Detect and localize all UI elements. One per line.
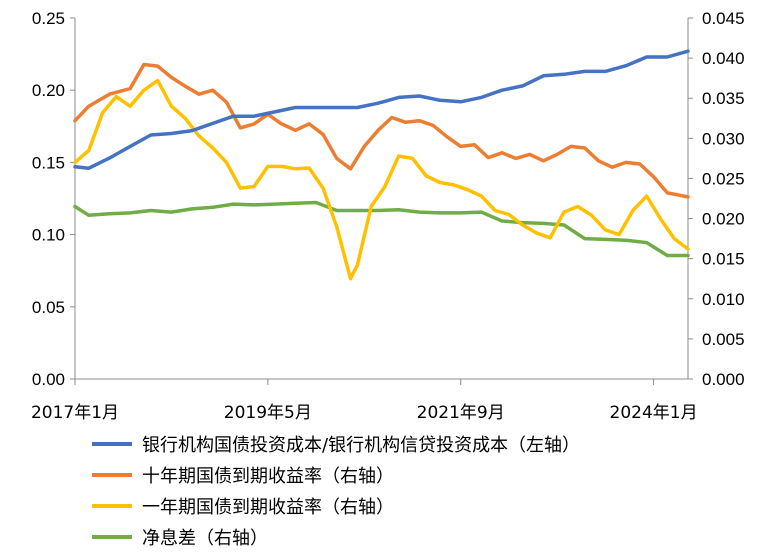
legend-swatch bbox=[92, 441, 132, 446]
right-tick-label: 0.025 bbox=[702, 169, 745, 188]
x-tick-label: 2024年1月 bbox=[610, 403, 698, 423]
left-tick-label: 0.05 bbox=[32, 298, 65, 317]
left-tick-label: 0.10 bbox=[32, 226, 65, 245]
right-tick-label: 0.040 bbox=[702, 49, 745, 68]
legend-item: 十年期国债到期收益率（右轴） bbox=[92, 459, 580, 490]
legend-label: 银行机构国债投资成本/银行机构信贷投资成本（左轴） bbox=[142, 434, 581, 456]
right-tick-label: 0.035 bbox=[702, 89, 745, 108]
legend-label: 净息差（右轴） bbox=[142, 527, 268, 549]
line-chart: 0.00 0.05 0.10 0.15 0.20 0.25 0.000 0.005 0.010 0… bbox=[31, 9, 745, 423]
legend-label: 一年期国债到期收益率（右轴） bbox=[142, 496, 394, 518]
right-tick-label: 0.005 bbox=[702, 330, 745, 349]
right-tick-label: 0.000 bbox=[702, 370, 745, 389]
x-tick-label: 2019年5月 bbox=[224, 403, 312, 423]
left-tick-label: 0.00 bbox=[32, 370, 65, 389]
legend-item: 一年期国债到期收益率（右轴） bbox=[92, 490, 580, 521]
right-tick-label: 0.030 bbox=[702, 129, 745, 148]
right-tick-label: 0.010 bbox=[702, 290, 745, 309]
legend-item: 银行机构国债投资成本/银行机构信贷投资成本（左轴） bbox=[92, 428, 580, 459]
legend-swatch bbox=[92, 503, 132, 508]
x-tick-label: 2017年1月 bbox=[31, 403, 119, 423]
left-tick-label: 0.25 bbox=[32, 9, 65, 28]
tick-labels: 0.00 0.05 0.10 0.15 0.20 0.25 0.000 0.005 0.010 0… bbox=[31, 9, 745, 423]
series-line-4 bbox=[73, 200, 690, 258]
legend-swatch bbox=[92, 472, 132, 477]
right-tick-label: 0.020 bbox=[702, 210, 745, 229]
legend-label: 十年期国债到期收益率（右轴） bbox=[142, 465, 394, 487]
legend-swatch bbox=[92, 534, 132, 539]
axes bbox=[70, 17, 693, 385]
series-line-3 bbox=[73, 78, 690, 281]
series-line-1 bbox=[73, 49, 690, 170]
right-tick-label: 0.045 bbox=[702, 9, 745, 28]
x-tick-label: 2021年9月 bbox=[417, 403, 505, 423]
left-tick-label: 0.20 bbox=[32, 81, 65, 100]
legend-item: 净息差（右轴） bbox=[92, 521, 580, 552]
series-line-2 bbox=[73, 62, 690, 199]
right-tick-label: 0.015 bbox=[702, 250, 745, 269]
legend: 银行机构国债投资成本/银行机构信贷投资成本（左轴） 十年期国债到期收益率（右轴） 一… bbox=[92, 428, 580, 552]
left-tick-label: 0.15 bbox=[32, 153, 65, 172]
series-layer bbox=[73, 49, 690, 281]
